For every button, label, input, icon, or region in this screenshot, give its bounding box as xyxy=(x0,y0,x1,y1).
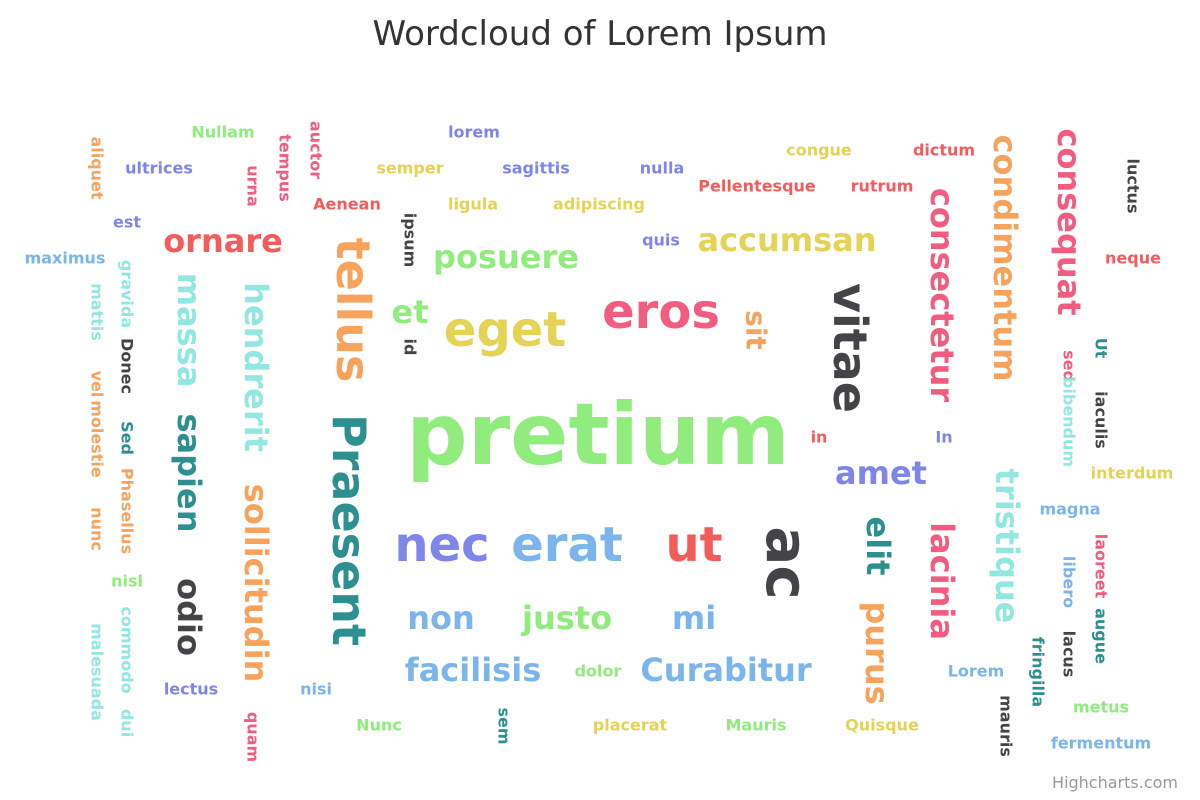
word-nunc: nunc xyxy=(88,507,107,551)
word-vel: vel xyxy=(88,371,107,398)
word-ut: ut xyxy=(665,517,722,573)
word-ligula: ligula xyxy=(448,195,498,214)
word-donec: Donec xyxy=(118,338,137,394)
word-neque: neque xyxy=(1105,249,1161,268)
word-lacinia: lacinia xyxy=(923,522,961,640)
word-molestie: molestie xyxy=(88,400,107,478)
word-tellus: tellus xyxy=(326,238,380,383)
word-urna: urna xyxy=(244,165,263,206)
word-mattis: mattis xyxy=(88,283,107,341)
word-sed: sed xyxy=(1060,350,1079,382)
word-mauris: mauris xyxy=(997,695,1016,757)
word-lacus: lacus xyxy=(1060,631,1079,678)
word-accumsan: accumsan xyxy=(697,221,876,259)
word-tempus: tempus xyxy=(276,134,295,202)
word-hendrerit: hendrerit xyxy=(237,282,275,452)
word-fringilla: fringilla xyxy=(1029,637,1048,707)
word-nulla: nulla xyxy=(640,159,685,178)
word-mi: mi xyxy=(672,599,716,637)
word-curabitur: Curabitur xyxy=(640,651,812,689)
word-auctor: auctor xyxy=(307,121,326,179)
word-purus: purus xyxy=(858,601,896,704)
word-ultrices: ultrices xyxy=(125,159,193,178)
word-lectus: lectus xyxy=(164,680,218,699)
word-pretium: pretium xyxy=(406,385,790,485)
word-nullam: Nullam xyxy=(191,123,254,142)
word-nec: nec xyxy=(394,517,489,573)
word-erat: erat xyxy=(511,517,623,573)
word-sollicitudin: sollicitudin xyxy=(237,484,275,683)
word-libero: libero xyxy=(1060,556,1079,608)
word-bibendum: bibendum xyxy=(1060,377,1079,467)
word-ipsum: ipsum xyxy=(401,213,420,268)
word-amet: amet xyxy=(835,454,927,492)
word-placerat: placerat xyxy=(593,716,668,735)
word-sem: sem xyxy=(495,707,514,744)
word-interdum: interdum xyxy=(1091,464,1174,483)
word-quis: quis xyxy=(642,231,680,250)
word-magna: magna xyxy=(1039,500,1100,519)
word-condimentum: condimentum xyxy=(986,135,1024,382)
word-odio: odio xyxy=(170,578,208,656)
word-phasellus: Phasellus xyxy=(118,468,137,554)
word-nunc: Nunc xyxy=(356,716,402,735)
word-id: id xyxy=(401,339,420,356)
word-augue: augue xyxy=(1092,608,1111,664)
word-consequat: consequat xyxy=(1050,128,1088,315)
word-vitae: vitae xyxy=(823,283,877,413)
word-est: est xyxy=(113,213,141,232)
word-ut: Ut xyxy=(1092,338,1111,359)
word-in: in xyxy=(811,428,828,447)
word-sapien: sapien xyxy=(170,414,208,533)
word-nisi: nisi xyxy=(300,680,332,699)
word-dictum: dictum xyxy=(913,141,975,160)
word-malesuada: malesuada xyxy=(88,623,107,721)
word-eros: eros xyxy=(602,284,720,340)
word-mauris: Mauris xyxy=(725,716,786,735)
word-sed: Sed xyxy=(118,421,137,455)
word-consectetur: consectetur xyxy=(923,188,961,403)
word-praesent: Praesent xyxy=(322,414,376,646)
word-elit: elit xyxy=(859,517,897,576)
word-lorem: lorem xyxy=(448,123,500,142)
word-gravida: gravida xyxy=(118,260,137,328)
word-pellentesque: Pellentesque xyxy=(698,177,816,196)
word-facilisis: facilisis xyxy=(405,651,541,689)
chart-title: Wordcloud of Lorem Ipsum xyxy=(372,14,828,54)
word-maximus: maximus xyxy=(25,249,106,268)
word-lorem: Lorem xyxy=(948,662,1005,681)
word-dolor: dolor xyxy=(575,662,622,681)
word-metus: metus xyxy=(1073,698,1129,717)
word-sit: sit xyxy=(740,310,773,350)
word-quisque: Quisque xyxy=(845,716,919,735)
word-ornare: ornare xyxy=(163,222,283,260)
word-et: et xyxy=(392,293,429,331)
word-justo: justo xyxy=(520,599,612,637)
word-ac: ac xyxy=(753,526,821,600)
word-tristique: tristique xyxy=(988,469,1026,624)
word-eget: eget xyxy=(444,302,566,358)
word-semper: semper xyxy=(376,159,443,178)
word-in: In xyxy=(935,428,952,447)
credits-link[interactable]: Highcharts.com xyxy=(1052,773,1178,792)
word-dui: dui xyxy=(118,709,137,737)
word-aenean: Aenean xyxy=(313,195,381,214)
word-rutrum: rutrum xyxy=(851,177,914,196)
word-laoreet: laoreet xyxy=(1092,534,1111,599)
word-non: non xyxy=(407,599,475,637)
word-iaculis: iaculis xyxy=(1092,391,1111,449)
word-sagittis: sagittis xyxy=(502,159,570,178)
word-luctus: luctus xyxy=(1124,159,1143,214)
word-quam: quam xyxy=(244,712,263,762)
word-commodo: commodo xyxy=(118,606,137,693)
word-congue: congue xyxy=(786,141,852,160)
word-massa: massa xyxy=(170,273,208,388)
word-adipiscing: adipiscing xyxy=(553,195,645,214)
word-nisl: nisl xyxy=(111,572,143,591)
word-aliquet: aliquet xyxy=(88,136,107,199)
word-fermentum: fermentum xyxy=(1051,734,1151,753)
word-posuere: posuere xyxy=(433,238,579,276)
